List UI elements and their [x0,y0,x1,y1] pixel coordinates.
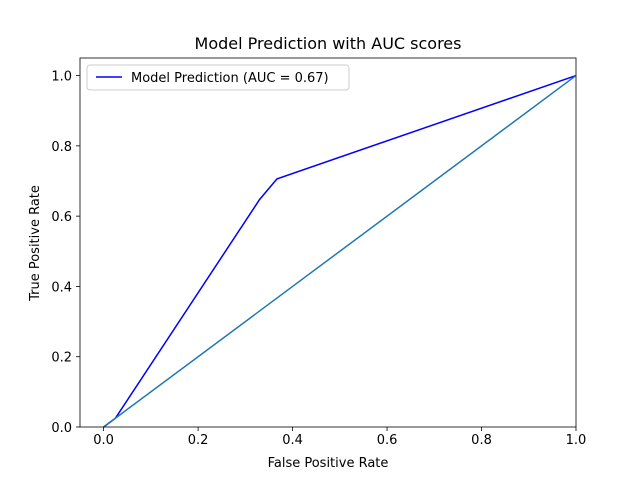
y-tick-label: 0.0 [51,421,72,436]
x-axis-label: False Positive Rate [268,456,389,471]
y-tick-label: 0.6 [51,210,72,225]
plot-area: 0.0 0.2 0.4 0.6 0.8 1.0 0.0 0.2 0.4 0.6 0.8 1.0 Mode… [51,57,587,448]
x-tick-label: 0.6 [377,433,398,448]
y-tick-label: 0.8 [51,140,72,155]
baseline-diagonal-line [103,74,577,428]
y-tick-label: 0.2 [51,351,72,366]
legend-label: Model Prediction (AUC = 0.67) [131,71,329,86]
x-tick-label: 1.0 [566,433,587,448]
x-tick-label: 0.8 [471,433,492,448]
y-tick-label: 1.0 [51,70,72,85]
chart-title: Model Prediction with AUC scores [195,34,462,53]
x-tick-label: 0.4 [282,433,303,448]
y-axis-label: True Positive Rate [28,185,43,302]
axes-frame [79,57,577,428]
x-tick-label: 0.0 [93,433,114,448]
x-tick-label: 0.2 [188,433,209,448]
y-tick-label: 0.4 [51,280,72,295]
legend-box [86,64,350,91]
